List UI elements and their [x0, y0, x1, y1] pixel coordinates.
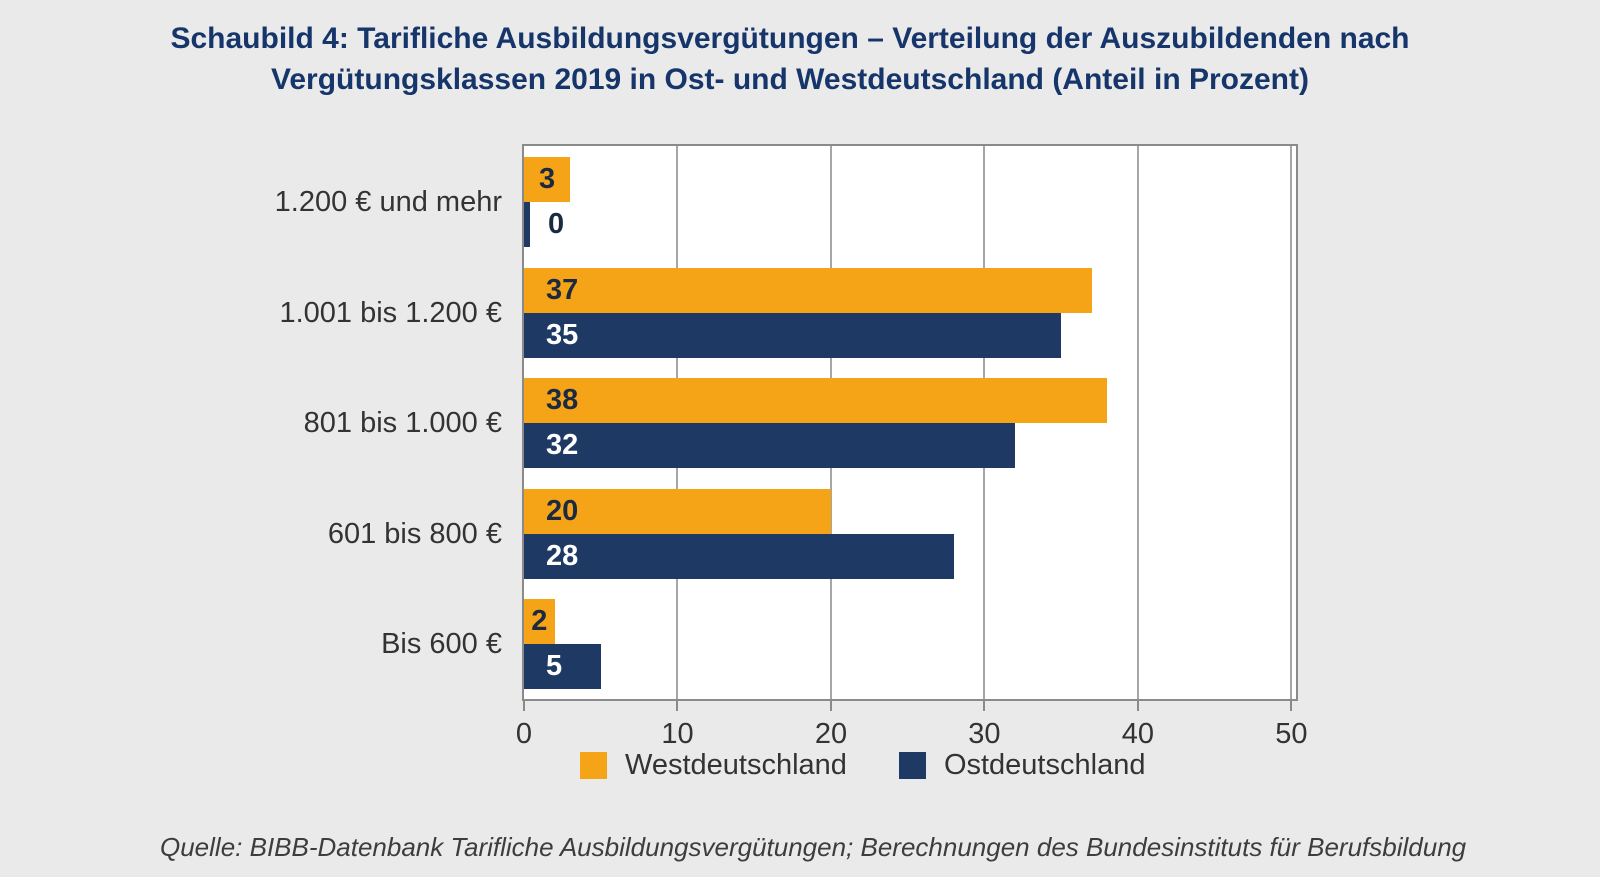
legend: Westdeutschland Ostdeutschland: [580, 749, 1145, 782]
bar-ostdeutschland: 0: [524, 202, 564, 247]
bar-ostdeutschland: 35: [524, 312, 1062, 358]
bar-value-label: 0: [548, 208, 565, 240]
category-label: 1.001 bis 1.200 €: [279, 296, 502, 329]
x-axis-tick: [1136, 701, 1139, 711]
x-axis-tick: [523, 701, 525, 711]
source-note: Quelle: BIBB-Datenbank Tarifliche Ausbil…: [160, 832, 1467, 862]
x-axis-tick: [676, 701, 679, 711]
category-label: Bis 600 €: [381, 628, 502, 661]
bar-westdeutschland: 37: [524, 267, 1092, 313]
bar-westdeutschland: 2: [524, 599, 555, 645]
bar-value-label: 32: [546, 429, 579, 462]
bar-value-label: 20: [546, 494, 579, 527]
chart-title-line2: Vergütungsklassen 2019 in Ost- und Westd…: [271, 63, 1309, 96]
bar-row: 38 32: [524, 367, 1296, 478]
bar-ostdeutschland: 5: [524, 644, 601, 690]
bar-westdeutschland: 20: [524, 488, 831, 534]
legend-label: Westdeutschland: [625, 749, 847, 781]
legend-swatch-ostdeutschland: [898, 752, 926, 779]
x-axis-tick-label: 50: [1275, 718, 1308, 750]
x-axis-tick: [983, 701, 986, 711]
x-axis-tick-label: 30: [968, 718, 1001, 750]
legend-item-westdeutschland: Westdeutschland: [580, 749, 847, 782]
legend-label: Ostdeutschland: [943, 749, 1146, 781]
chart-title: Schaubild 4: Tarifliche Ausbildungsvergü…: [0, 18, 1580, 100]
bar-row: 37 35: [524, 257, 1296, 368]
bar-value-label: 3: [538, 163, 556, 195]
bar-westdeutschland: 38: [524, 378, 1108, 424]
x-axis-tick-label: 40: [1121, 718, 1155, 750]
gridline-x-50: [1290, 146, 1293, 699]
bar-row: 20 28: [524, 478, 1296, 589]
bar-value-label: 37: [546, 273, 579, 306]
x-axis-tick: [829, 701, 832, 711]
bar-value-label: 38: [546, 384, 579, 417]
legend-swatch-westdeutschland: [580, 752, 607, 779]
chart-title-line1: Schaubild 4: Tarifliche Ausbildungsvergü…: [170, 22, 1410, 55]
bar-ostdeutschland: 28: [524, 533, 954, 579]
legend-item-ostdeutschland: Ostdeutschland: [898, 749, 1146, 782]
bar-ostdeutschland: 32: [524, 423, 1016, 469]
bar-value-label: 2: [531, 605, 548, 638]
bar-value-label: 28: [546, 539, 579, 572]
bar-value-label: 5: [546, 650, 563, 683]
bar-value-label: 35: [546, 318, 579, 351]
x-axis-tick-label: 10: [661, 718, 694, 750]
gridline-x-40: [1136, 146, 1139, 699]
x-axis-tick: [1290, 701, 1293, 711]
x-axis-tick-label: 0: [515, 718, 533, 750]
category-label: 601 bis 800 €: [327, 517, 502, 550]
x-axis-tick-label: 20: [814, 718, 848, 750]
bar-westdeutschland: 3: [524, 157, 571, 202]
category-label: 801 bis 1.000 €: [303, 407, 502, 440]
plot-area: 3 0 37 35 38 32 20 28 2 5 0 10 20 30 40 50: [516, 144, 1308, 750]
category-label: 1.200 € und mehr: [274, 186, 502, 218]
